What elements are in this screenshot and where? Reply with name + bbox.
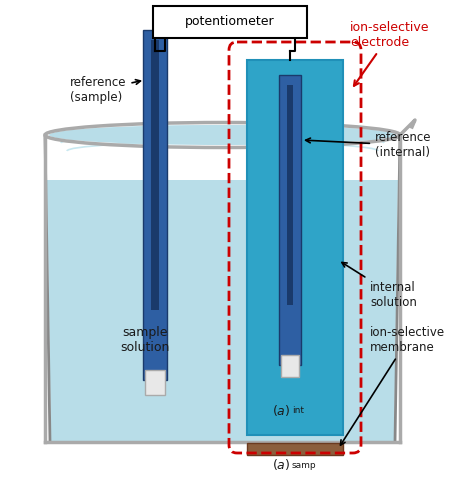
Text: reference
(internal): reference (internal) <box>306 131 431 159</box>
FancyBboxPatch shape <box>153 6 307 38</box>
Bar <box>247 60 343 435</box>
Text: ion-selective
membrane: ion-selective membrane <box>340 326 445 445</box>
Bar <box>247 443 343 455</box>
Bar <box>281 355 299 377</box>
Text: potentiometer: potentiometer <box>185 15 275 28</box>
Ellipse shape <box>49 125 396 145</box>
Text: $(a)$: $(a)$ <box>272 457 290 472</box>
Polygon shape <box>47 180 398 441</box>
Bar <box>145 370 165 395</box>
Text: ion-selective
electrode: ion-selective electrode <box>350 21 429 86</box>
Text: int: int <box>292 406 304 415</box>
Text: sample
solution: sample solution <box>120 326 170 354</box>
Text: samp: samp <box>292 461 317 470</box>
Text: $(a)$: $(a)$ <box>272 403 290 418</box>
Bar <box>143 30 167 380</box>
Text: reference
(sample): reference (sample) <box>70 76 140 104</box>
Bar <box>287 85 293 305</box>
Text: internal
solution: internal solution <box>342 263 417 309</box>
Bar <box>279 75 301 365</box>
Bar <box>151 40 159 310</box>
